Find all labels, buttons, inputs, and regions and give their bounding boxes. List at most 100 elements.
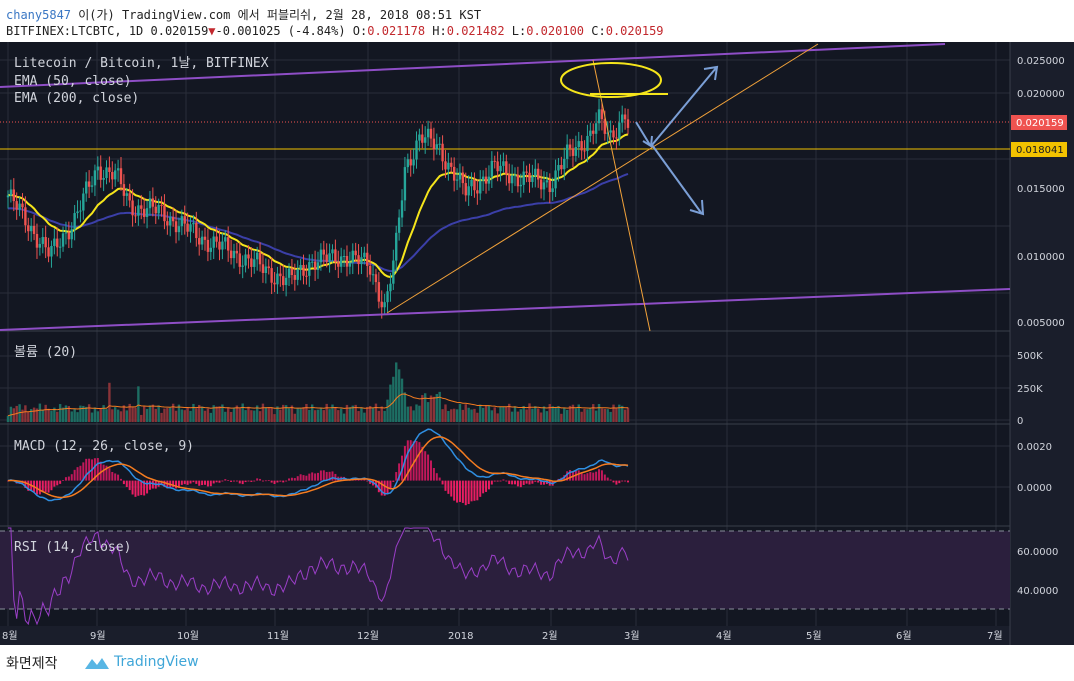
volume-bar	[496, 413, 499, 422]
macd-histogram	[7, 440, 629, 506]
macd-histogram-bar	[435, 473, 438, 481]
candle-body	[615, 137, 618, 139]
candle-body	[528, 172, 531, 182]
candle-body	[458, 172, 462, 180]
macd-histogram-bar	[122, 480, 125, 485]
volume-bar	[510, 411, 514, 422]
candle-body	[171, 217, 175, 222]
candle-body	[325, 254, 328, 262]
candle-body	[481, 176, 485, 181]
volume-bar	[253, 410, 256, 422]
candle-body	[589, 130, 592, 136]
price-tick: 0.010000	[1017, 252, 1065, 263]
candle-body	[577, 141, 580, 148]
candle-body	[160, 205, 163, 207]
volume-bar	[415, 404, 418, 422]
volume-bar	[79, 405, 82, 422]
rsi-tick: 60.0000	[1017, 547, 1058, 558]
volume-bar	[215, 406, 218, 422]
volume-bar	[276, 406, 279, 422]
candle-body	[119, 168, 123, 185]
time-tick: 10월	[177, 630, 199, 642]
volume-bar	[76, 412, 79, 422]
volume-bar	[195, 408, 198, 422]
macd-histogram-bar	[366, 480, 369, 482]
candle-body	[273, 282, 276, 285]
volume-bar	[594, 410, 598, 422]
candle-body	[557, 165, 560, 171]
macd-histogram-bar	[412, 441, 415, 481]
macd-histogram-bar	[577, 470, 580, 481]
time-axis[interactable]: 8월 9월 10월 11월 12월 2018 2월 3월 4월 5월 6월 7월	[2, 630, 1003, 642]
high-value: 0.021482	[446, 24, 505, 38]
candle-body	[461, 172, 465, 184]
macd-histogram-bar	[143, 480, 146, 496]
candle-body	[383, 302, 386, 308]
candle-body	[154, 206, 157, 214]
macd-histogram-bar	[59, 480, 62, 484]
volume-bar	[302, 407, 305, 422]
candle-body	[131, 200, 134, 216]
macd-histogram-bar	[363, 478, 366, 481]
candle-body	[423, 137, 427, 143]
candle-body	[142, 208, 146, 217]
candle-body	[108, 167, 111, 172]
candle-body	[90, 185, 94, 187]
volume-bar	[458, 403, 462, 422]
legend-ema200[interactable]: EMA (200, close)	[14, 91, 139, 106]
macd-histogram-bar	[172, 480, 175, 488]
volume-bar	[426, 402, 430, 422]
tradingview-brand-link[interactable]: TradingView	[114, 654, 199, 670]
chart-header: chany5847 이(가) TradingView.com 에서 퍼블리쉬, …	[0, 0, 1074, 42]
volume-bar	[455, 409, 459, 422]
candle-body	[44, 237, 47, 248]
candle-body	[429, 128, 433, 139]
candle-body	[157, 205, 160, 214]
macd-histogram-bar	[314, 473, 317, 481]
volume-bar	[113, 407, 117, 422]
legend-ema50[interactable]: EMA (50, close)	[14, 74, 131, 89]
candle-body	[174, 221, 178, 233]
volume-bar	[571, 404, 575, 422]
macd-histogram-bar	[569, 470, 572, 481]
volume-bar	[389, 384, 392, 422]
candle-body	[374, 274, 378, 283]
volume-bar	[435, 394, 438, 422]
volume-bar	[380, 406, 383, 422]
volume-bar	[470, 409, 473, 422]
volume-bar	[140, 414, 143, 422]
low-label: L:	[504, 24, 527, 38]
volume-bar	[412, 410, 415, 422]
chart-canvas[interactable]: Litecoin / Bitcoin, 1날, BITFINEX EMA (50…	[0, 42, 1074, 645]
candle-body	[522, 171, 525, 185]
rsi-band-background	[0, 531, 1010, 609]
volume-bar	[142, 406, 146, 422]
macd-histogram-bar	[111, 471, 114, 481]
tradingview-logo-icon[interactable]	[84, 655, 110, 671]
trend-line-support[interactable]	[386, 43, 819, 314]
macd-histogram-bar	[540, 480, 543, 485]
candle-body	[125, 193, 128, 196]
volume-bar	[296, 408, 299, 422]
highlight-ellipse[interactable]	[560, 62, 662, 98]
macd-histogram-bar	[151, 480, 154, 489]
macd-histogram-bar	[131, 480, 134, 495]
trend-line-steep[interactable]	[592, 59, 651, 332]
macd-histogram-bar	[62, 480, 65, 481]
close-label: C:	[584, 24, 606, 38]
legend-title[interactable]: Litecoin / Bitcoin, 1날, BITFINEX	[14, 56, 269, 71]
macd-histogram-bar	[235, 480, 238, 482]
channel-upper-line[interactable]	[0, 43, 946, 88]
candle-body	[421, 134, 424, 143]
macd-histogram-bar	[618, 480, 621, 484]
macd-histogram-bar	[56, 480, 59, 486]
legend-volume[interactable]: 볼륨 (20)	[14, 345, 77, 360]
author-link[interactable]: chany5847	[6, 8, 72, 22]
legend-rsi[interactable]: RSI (14, close)	[14, 540, 131, 555]
candle-body	[253, 259, 256, 267]
legend-macd[interactable]: MACD (12, 26, close, 9)	[14, 439, 194, 454]
macd-histogram-bar	[476, 480, 479, 501]
volume-bar	[441, 409, 444, 422]
scenario-arrows[interactable]	[635, 65, 719, 216]
channel-lower-line[interactable]	[0, 288, 1011, 331]
